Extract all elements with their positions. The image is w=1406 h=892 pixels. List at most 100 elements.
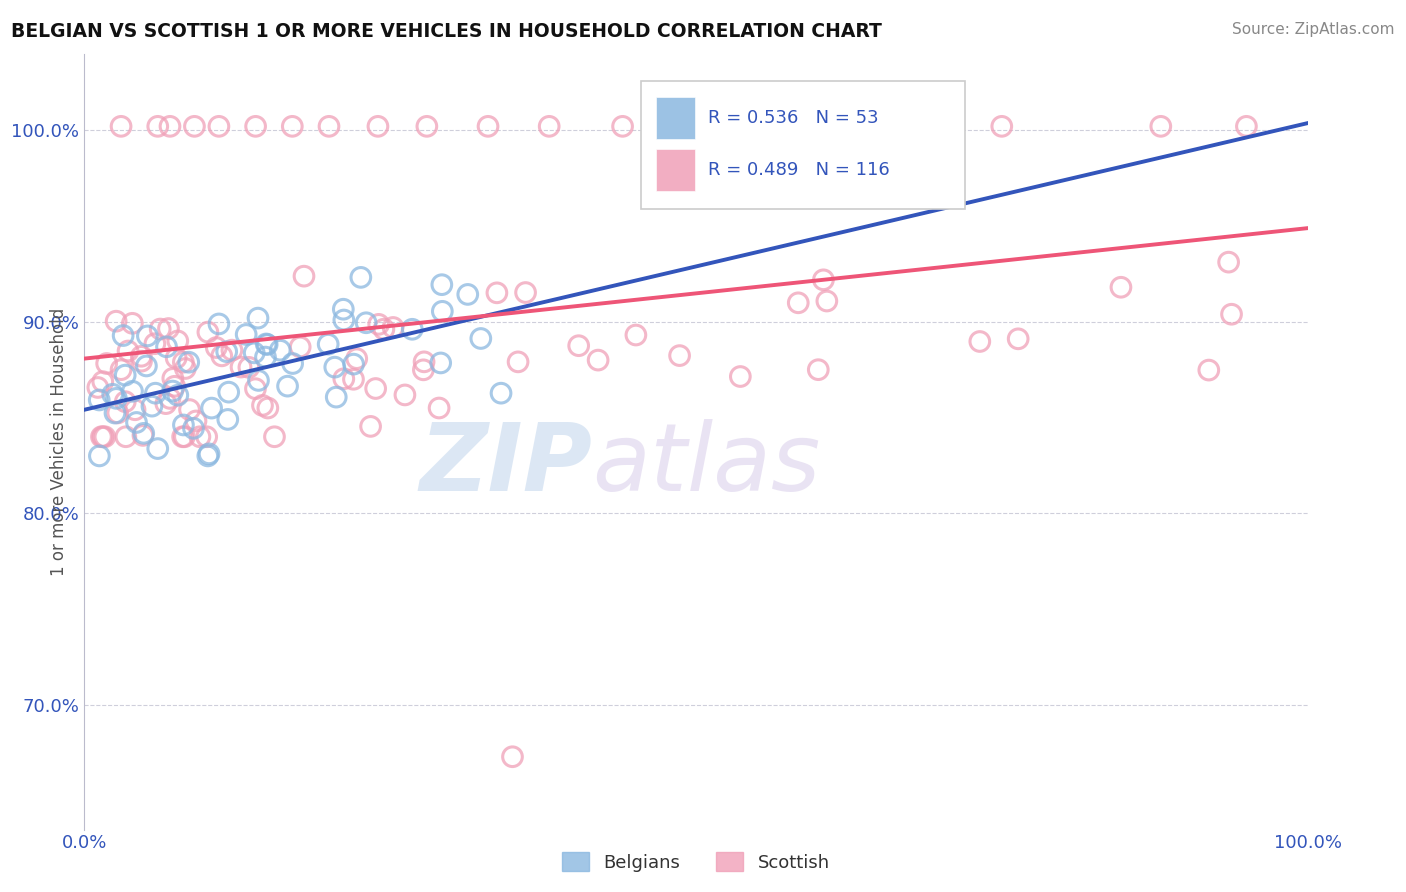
Point [197, 449, 219, 463]
Point [159, 392, 181, 406]
Point [162, 371, 184, 385]
Point [90, 430, 112, 444]
Point [112, 328, 135, 343]
Point [115, 430, 138, 444]
Point [807, 362, 830, 376]
Point [173, 430, 195, 444]
Point [323, 360, 346, 375]
Point [325, 390, 347, 404]
Point [382, 320, 405, 334]
Point [184, 414, 207, 428]
Point [146, 120, 169, 134]
Point [105, 392, 128, 406]
Text: R = 0.489   N = 116: R = 0.489 N = 116 [709, 161, 890, 179]
Point [506, 355, 529, 369]
Point [117, 343, 139, 358]
Point [254, 337, 277, 351]
Bar [655, 149, 695, 191]
Point [429, 356, 451, 370]
Point [132, 428, 155, 442]
Point [254, 350, 277, 364]
Point [332, 302, 354, 317]
Point [179, 402, 201, 417]
Point [1220, 307, 1243, 321]
Point [427, 401, 450, 415]
Point [346, 351, 368, 366]
Point [252, 398, 274, 412]
Point [787, 295, 810, 310]
Y-axis label: 1 or more Vehicles in Household: 1 or more Vehicles in Household [49, 308, 67, 575]
Point [145, 386, 167, 401]
Point [257, 401, 280, 415]
Point [489, 386, 512, 401]
Point [316, 337, 339, 351]
Point [502, 749, 524, 764]
Point [149, 322, 172, 336]
Point [568, 339, 591, 353]
Point [243, 346, 266, 360]
Point [131, 349, 153, 363]
FancyBboxPatch shape [641, 80, 965, 209]
Point [412, 363, 434, 377]
Point [1109, 280, 1132, 294]
Point [245, 382, 267, 396]
Point [91, 375, 114, 389]
Point [166, 388, 188, 402]
Text: Source: ZipAtlas.com: Source: ZipAtlas.com [1232, 22, 1395, 37]
Point [110, 362, 132, 376]
Point [624, 328, 647, 343]
Point [342, 357, 364, 371]
Point [235, 327, 257, 342]
Point [730, 369, 752, 384]
Point [538, 120, 561, 134]
Point [143, 336, 166, 351]
Point [470, 331, 492, 345]
Point [91, 430, 114, 444]
Point [263, 430, 285, 444]
Point [1007, 332, 1029, 346]
Point [131, 354, 153, 368]
Point [477, 120, 499, 134]
Point [146, 442, 169, 456]
Point [612, 120, 634, 134]
Point [136, 329, 159, 343]
Point [373, 322, 395, 336]
Point [101, 387, 124, 401]
Point [290, 340, 312, 354]
Text: ZIP: ZIP [419, 419, 592, 511]
Point [166, 334, 188, 348]
Point [172, 417, 194, 432]
Point [121, 384, 143, 399]
Point [668, 349, 690, 363]
Point [121, 316, 143, 330]
Point [364, 382, 387, 396]
Point [159, 120, 181, 134]
Point [215, 344, 238, 359]
Point [586, 353, 609, 368]
Point [174, 361, 197, 376]
Point [813, 273, 835, 287]
Point [281, 120, 304, 134]
Point [141, 399, 163, 413]
Point [114, 394, 136, 409]
Point [457, 287, 479, 301]
Point [401, 322, 423, 336]
Point [247, 373, 270, 387]
Point [89, 449, 111, 463]
Point [360, 419, 382, 434]
Point [195, 430, 218, 444]
Point [198, 447, 221, 461]
Point [183, 120, 205, 134]
Point [815, 293, 838, 308]
Point [1218, 255, 1240, 269]
Text: R = 0.536   N = 53: R = 0.536 N = 53 [709, 109, 879, 127]
Point [333, 372, 356, 386]
Point [831, 120, 853, 134]
Point [238, 360, 260, 375]
Point [969, 334, 991, 349]
Point [155, 340, 177, 354]
Point [367, 318, 389, 332]
Point [269, 343, 291, 358]
Point [94, 430, 117, 444]
Point [218, 385, 240, 400]
